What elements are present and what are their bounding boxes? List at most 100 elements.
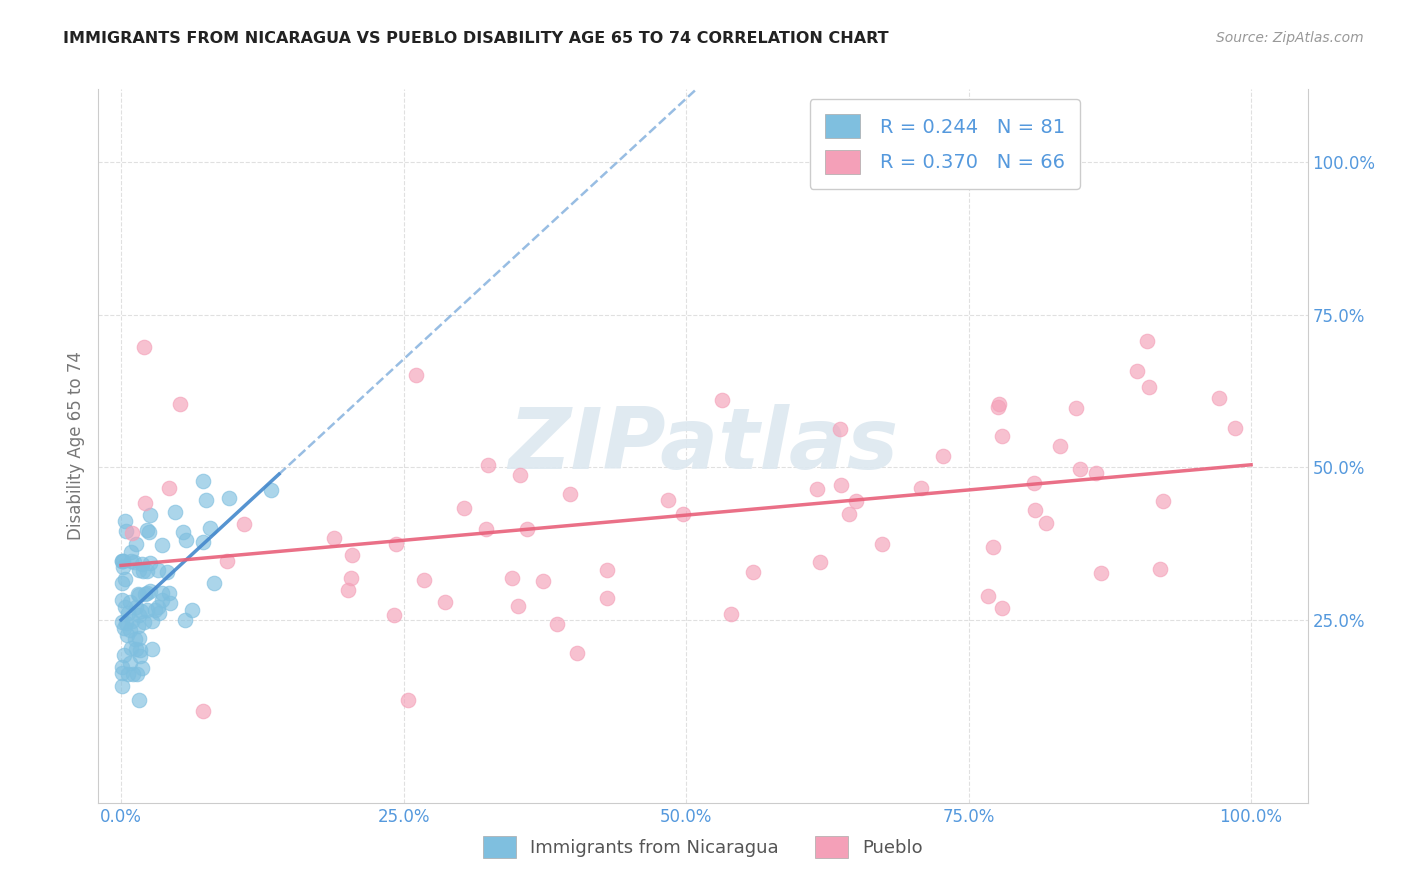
- Point: [501, 571, 523, 585]
- Point: [150, 585, 173, 599]
- Point: [845, 494, 868, 508]
- Point: [169, 397, 191, 411]
- Point: [838, 508, 860, 522]
- Point: [111, 659, 134, 673]
- Point: [139, 508, 162, 523]
- Point: [191, 535, 214, 549]
- Point: [131, 564, 153, 578]
- Point: [340, 571, 363, 585]
- Point: [127, 619, 149, 633]
- Point: [405, 368, 427, 383]
- Point: [112, 621, 135, 635]
- Point: [830, 478, 852, 492]
- Point: [114, 599, 136, 614]
- Point: [870, 537, 893, 551]
- Point: [125, 537, 148, 551]
- Point: [1208, 392, 1230, 406]
- Point: [1049, 439, 1071, 453]
- Point: [217, 554, 239, 568]
- Point: [121, 526, 143, 541]
- Point: [111, 679, 134, 693]
- Text: IMMIGRANTS FROM NICARAGUA VS PUEBLO DISABILITY AGE 65 TO 74 CORRELATION CHART: IMMIGRANTS FROM NICARAGUA VS PUEBLO DISA…: [63, 31, 889, 46]
- Point: [173, 614, 195, 628]
- Y-axis label: Disability Age 65 to 74: Disability Age 65 to 74: [66, 351, 84, 541]
- Point: [474, 522, 496, 536]
- Point: [172, 524, 194, 539]
- Point: [128, 607, 150, 622]
- Point: [125, 600, 148, 615]
- Point: [1064, 401, 1087, 416]
- Point: [516, 522, 538, 536]
- Point: [114, 524, 136, 538]
- Point: [433, 594, 456, 608]
- Point: [546, 616, 568, 631]
- Point: [565, 646, 588, 660]
- Point: [114, 514, 136, 528]
- Point: [720, 607, 742, 621]
- Point: [828, 422, 851, 436]
- Point: [1125, 364, 1147, 378]
- Point: [128, 631, 150, 645]
- Point: [150, 593, 173, 607]
- Point: [157, 586, 180, 600]
- Point: [384, 607, 406, 622]
- Point: [148, 599, 170, 614]
- Point: [117, 667, 139, 681]
- Point: [128, 693, 150, 707]
- Point: [159, 596, 181, 610]
- Point: [194, 492, 217, 507]
- Point: [131, 661, 153, 675]
- Point: [806, 482, 828, 496]
- Point: [453, 500, 475, 515]
- Point: [991, 601, 1014, 615]
- Point: [657, 493, 679, 508]
- Point: [509, 468, 531, 483]
- Point: [260, 483, 283, 497]
- Point: [127, 587, 149, 601]
- Point: [165, 505, 187, 519]
- Point: [981, 540, 1004, 554]
- Point: [111, 560, 134, 574]
- Point: [1069, 461, 1091, 475]
- Point: [138, 524, 160, 539]
- Point: [112, 648, 135, 662]
- Point: [114, 572, 136, 586]
- Point: [150, 538, 173, 552]
- Point: [121, 553, 143, 567]
- Point: [808, 554, 831, 568]
- Point: [111, 666, 134, 681]
- Point: [596, 591, 619, 605]
- Point: [138, 583, 160, 598]
- Point: [337, 582, 360, 597]
- Point: [143, 603, 166, 617]
- Point: [672, 507, 695, 521]
- Point: [124, 632, 146, 646]
- Point: [115, 616, 138, 631]
- Point: [1090, 566, 1112, 580]
- Point: [596, 563, 619, 577]
- Point: [506, 599, 529, 613]
- Text: ZIPatlas: ZIPatlas: [508, 404, 898, 488]
- Point: [218, 491, 240, 506]
- Point: [125, 667, 148, 681]
- Point: [1223, 420, 1246, 434]
- Point: [131, 557, 153, 571]
- Point: [136, 523, 159, 537]
- Point: [157, 481, 180, 495]
- Point: [741, 565, 763, 579]
- Point: [120, 545, 142, 559]
- Point: [111, 553, 134, 567]
- Point: [135, 565, 157, 579]
- Point: [128, 563, 150, 577]
- Point: [111, 615, 134, 629]
- Point: [121, 667, 143, 681]
- Point: [118, 595, 141, 609]
- Point: [115, 628, 138, 642]
- Point: [136, 603, 159, 617]
- Point: [191, 474, 214, 488]
- Point: [1136, 334, 1159, 348]
- Point: [132, 615, 155, 629]
- Point: [1085, 467, 1108, 481]
- Point: [117, 607, 139, 621]
- Point: [134, 496, 156, 510]
